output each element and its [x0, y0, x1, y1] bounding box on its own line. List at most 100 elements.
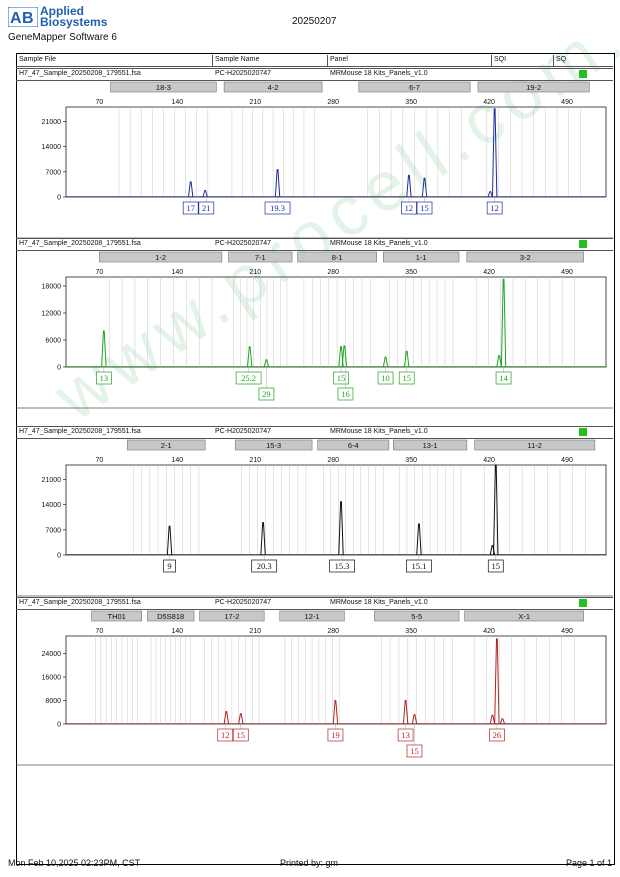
marker-19-2: 19-2 — [477, 81, 590, 93]
marker-label: 17-2 — [224, 612, 239, 621]
x-tick-label: 210 — [249, 628, 261, 635]
allele-text: 25.2 — [241, 373, 256, 383]
y-tick-label: 21000 — [42, 477, 62, 484]
x-tick-label: 140 — [171, 269, 183, 276]
allele-text: 15 — [337, 373, 346, 383]
marker-3-2: 3-2 — [466, 251, 585, 263]
y-tick-label: 8000 — [45, 698, 61, 705]
allele-box — [401, 201, 417, 215]
peak — [493, 464, 499, 556]
peak — [332, 700, 339, 725]
allele-text: 12 — [490, 203, 499, 213]
x-tick-label: 70 — [96, 628, 104, 635]
sample-file: H7_47_Sample_20250208_179551.fsa — [19, 70, 141, 77]
x-tick-label: 490 — [561, 269, 573, 276]
x-tick-label: 350 — [405, 628, 417, 635]
marker-TH01: TH01 — [91, 610, 143, 622]
peak — [496, 355, 502, 368]
x-tick-label: 350 — [405, 269, 417, 276]
sample-info-row: H7_47_Sample_20250208_179551.fsa PC-H202… — [16, 238, 613, 251]
marker-label: 13-1 — [423, 441, 438, 450]
marker-box — [477, 81, 590, 93]
y-tick-label: 6000 — [45, 338, 61, 345]
allele-box — [198, 201, 215, 215]
marker-label: 18-3 — [156, 83, 171, 92]
x-tick-label: 210 — [249, 269, 261, 276]
marker-label: 8-1 — [332, 253, 343, 262]
marker-12-1: 12-1 — [279, 610, 345, 622]
x-tick-label: 420 — [483, 269, 495, 276]
sq-status-icon — [579, 428, 587, 436]
marker-label: X-1 — [518, 612, 530, 621]
allele-label: 15.1 — [406, 555, 432, 573]
marker-label: 2-1 — [161, 441, 172, 450]
marker-box — [228, 251, 293, 263]
allele-text: 12 — [405, 203, 414, 213]
marker-label: 6-4 — [348, 441, 359, 450]
x-tick-label: 280 — [327, 269, 339, 276]
y-tick-label: 0 — [57, 722, 61, 729]
allele-label: 15 — [416, 197, 433, 215]
plot-area — [65, 106, 607, 198]
allele-box — [182, 201, 199, 215]
peak — [416, 523, 422, 556]
allele-text: 15.3 — [335, 561, 350, 571]
x-tick-label: 210 — [249, 457, 261, 464]
peak — [382, 356, 389, 368]
allele-label: 9 — [163, 555, 176, 573]
x-tick-label: 490 — [561, 628, 573, 635]
allele-box — [327, 728, 344, 742]
marker-X-1: X-1 — [464, 610, 585, 622]
panel-name: MRMouse 18 Kits_Panels_v1.0 — [330, 428, 428, 435]
marker-label: 7-1 — [255, 253, 266, 262]
allele-label: 20.3 — [251, 555, 278, 573]
marker-D5S818: D5S818 — [146, 610, 195, 622]
marker-box — [279, 610, 345, 622]
allele-label: 29 — [258, 367, 275, 401]
x-tick-label: 350 — [405, 99, 417, 106]
marker-7-1: 7-1 — [228, 251, 293, 263]
y-tick-label: 0 — [57, 365, 61, 372]
sample-name: PC-H2025020747 — [215, 428, 272, 435]
sample-info-row: H7_47_Sample_20250208_179551.fsa PC-H202… — [16, 68, 613, 81]
allele-text: 29 — [262, 389, 271, 399]
x-tick-label: 210 — [249, 99, 261, 106]
peak — [406, 174, 412, 198]
svg-text:B: B — [22, 10, 34, 27]
allele-box — [337, 387, 354, 401]
column-header-row: Sample File Sample Name Panel SQI SQ — [16, 55, 613, 67]
allele-box — [377, 371, 394, 385]
electropherogram-chart: 18-3 4-2 6-7 19-2 70 140 210 280 350 420 490 0 7000 1… — [16, 81, 613, 239]
allele-label: 17 — [182, 197, 199, 215]
allele-label: 14 — [495, 367, 512, 385]
marker-box — [126, 439, 206, 451]
sample-name: PC-H2025020747 — [215, 599, 272, 606]
allele-box — [235, 371, 262, 385]
marker-box — [474, 439, 596, 451]
x-tick-label: 70 — [96, 99, 104, 106]
plot-area — [65, 276, 607, 368]
marker-label: 6-7 — [409, 83, 420, 92]
allele-box — [489, 728, 505, 742]
allele-label: 13 — [96, 367, 112, 385]
marker-1-1: 1-1 — [383, 251, 460, 263]
allele-label: 15.3 — [329, 555, 355, 573]
allele-box — [333, 371, 349, 385]
y-tick-label: 14000 — [42, 144, 62, 151]
allele-box — [495, 371, 512, 385]
allele-text: 9 — [167, 561, 171, 571]
electropherogram-chart: 1-2 7-1 8-1 1-1 3-2 70 140 210 280 350 420 490 0 6000… — [16, 251, 613, 409]
peak — [421, 177, 428, 198]
sample-info-row: H7_47_Sample_20250208_179551.fsa PC-H202… — [16, 426, 613, 439]
marker-label: 4-2 — [268, 83, 279, 92]
sq-status-icon — [579, 70, 587, 78]
marker-box — [317, 439, 390, 451]
peak — [499, 718, 506, 725]
allele-label: 15 — [398, 367, 415, 385]
printed-timestamp: Mon Feb 10,2025 02:23PM, CST — [8, 858, 141, 868]
peak — [188, 181, 194, 198]
col-sample-name: Sample Name — [215, 56, 260, 63]
marker-box — [297, 251, 377, 263]
allele-label: 16 — [337, 367, 354, 401]
marker-box — [199, 610, 265, 622]
